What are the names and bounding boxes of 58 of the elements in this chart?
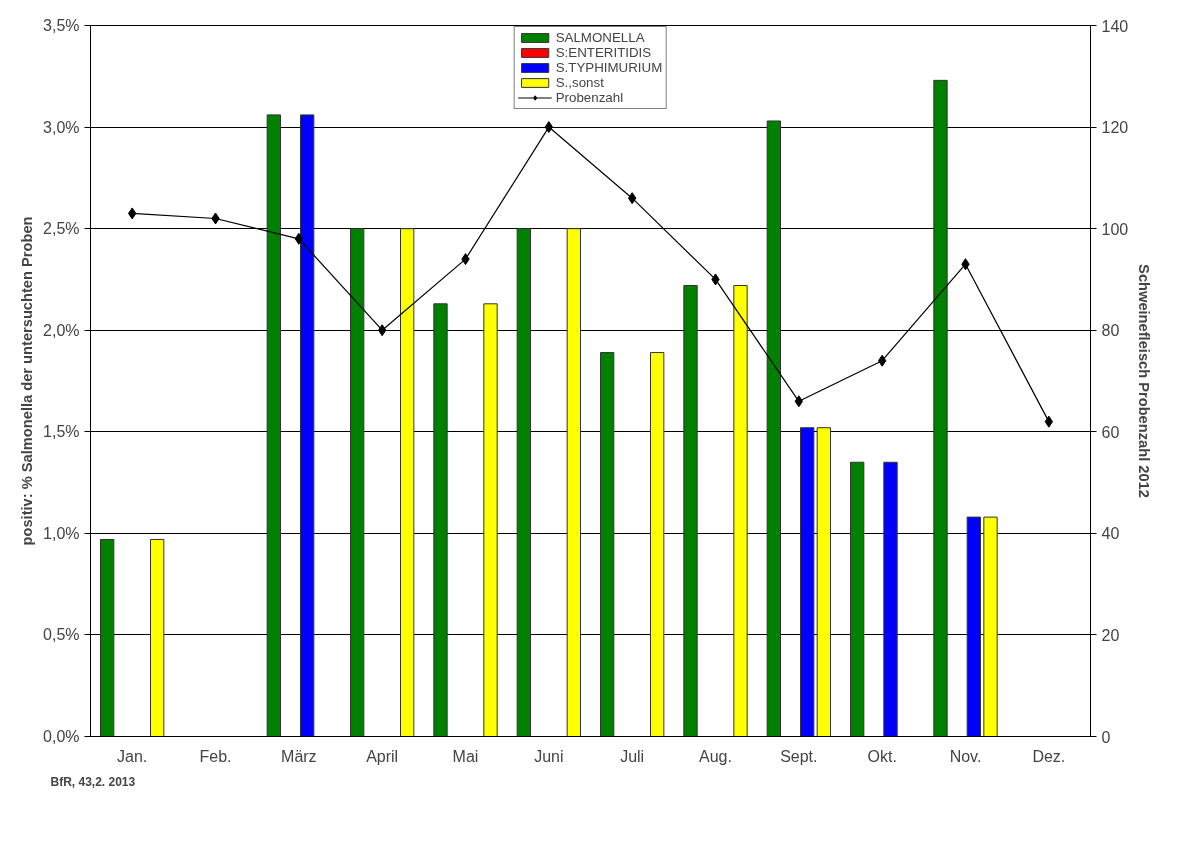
x-tick-label: Feb. — [199, 747, 232, 765]
legend-label: S.,sonst — [555, 75, 604, 90]
bar — [516, 228, 531, 737]
y-tick-label: 2,5% — [43, 220, 80, 238]
x-tick-label: Aug. — [699, 747, 732, 765]
y-tick-label: 2,0% — [43, 321, 80, 339]
bar — [266, 114, 281, 737]
x-tick-label: Nov. — [949, 747, 982, 765]
y2-axis-title: Schweinefleisch Probenzahl 2012 — [1136, 264, 1153, 498]
y-tick-label: 0,0% — [43, 728, 80, 745]
y-tick-label: 1,0% — [43, 524, 80, 542]
bar — [816, 427, 831, 737]
bar — [850, 461, 865, 737]
x-tick-label: Mai — [452, 747, 479, 765]
x-tick-label: Jan. — [117, 747, 148, 765]
y2-tick-label: 120 — [1101, 119, 1129, 137]
x-tick-label: Okt. — [867, 747, 897, 765]
y2-tick-label: 100 — [1101, 220, 1129, 238]
legend-label: S.TYPHIMURIUM — [555, 60, 663, 75]
bar — [966, 516, 981, 737]
y-axis-title: positiv: % Salmonella der untersuchten Proben — [19, 216, 36, 546]
bar — [600, 352, 615, 737]
bar — [566, 228, 581, 737]
x-tick-label: Dez. — [1032, 747, 1066, 765]
bar — [350, 228, 365, 737]
x-tick-label: Juli — [620, 747, 645, 765]
y-tick-label: 3,5% — [43, 17, 80, 34]
bar — [300, 114, 315, 737]
bar — [983, 516, 998, 737]
legend-label: Probenzahl — [555, 90, 624, 105]
y2-tick-label: 40 — [1101, 525, 1120, 543]
bar — [650, 352, 665, 737]
bar — [933, 79, 948, 737]
y-tick-label: 0,5% — [43, 626, 80, 644]
y-tick-label: 1,5% — [43, 423, 80, 441]
y2-tick-label: 0 — [1101, 728, 1111, 746]
bar — [483, 303, 498, 737]
y2-tick-label: 20 — [1101, 626, 1120, 644]
legend-label: S:ENTERITIDIS — [555, 45, 652, 60]
x-tick-label: Juni — [534, 747, 564, 765]
bar — [883, 461, 898, 737]
bar — [800, 427, 815, 737]
bar — [683, 285, 698, 737]
x-tick-label: Sept. — [780, 747, 818, 765]
bar — [400, 228, 415, 737]
y2-tick-label: 60 — [1101, 423, 1120, 441]
bar — [766, 120, 781, 737]
y-tick-label: 3,0% — [43, 118, 80, 136]
bar — [433, 303, 448, 737]
bar — [150, 538, 165, 737]
text: BfR, 43,2. 2013 — [50, 774, 136, 789]
x-tick-label: April — [366, 747, 399, 765]
legend-label: SALMONELLA — [555, 30, 645, 45]
bar — [100, 538, 115, 737]
x-tick-label: März — [281, 747, 317, 765]
bar — [733, 285, 748, 737]
y2-tick-label: 80 — [1101, 322, 1120, 340]
y2-tick-label: 140 — [1101, 17, 1129, 35]
